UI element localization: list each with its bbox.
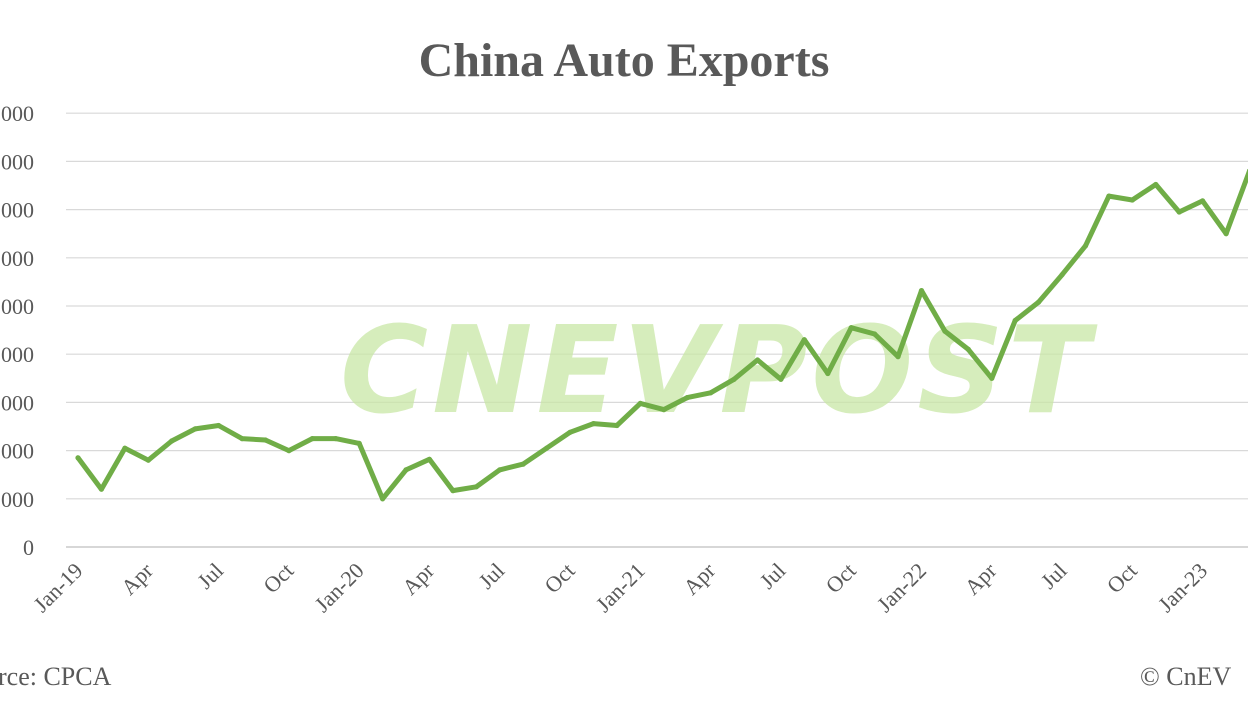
data-point xyxy=(872,331,878,337)
x-tick-label: Jul xyxy=(1036,558,1072,594)
data-point xyxy=(1059,272,1065,278)
data-point xyxy=(262,437,268,443)
y-tick-label: 000 xyxy=(1,198,34,223)
y-tick-label: 000 xyxy=(1,101,34,126)
data-point xyxy=(75,455,81,461)
data-point xyxy=(1012,317,1018,324)
data-point xyxy=(567,429,573,435)
data-point xyxy=(965,346,971,352)
data-point xyxy=(544,445,550,451)
data-point xyxy=(333,436,339,442)
data-point xyxy=(426,456,432,462)
data-point xyxy=(403,467,409,473)
data-point xyxy=(520,461,526,467)
data-point xyxy=(778,376,784,382)
data-point xyxy=(895,354,901,360)
x-tick-label: Apr xyxy=(116,557,158,599)
data-point xyxy=(731,376,737,382)
x-tick-label: Oct xyxy=(1102,558,1142,598)
data-point xyxy=(192,426,198,432)
y-tick-label: 0 xyxy=(23,535,34,560)
y-tick-label: 000 xyxy=(1,246,34,271)
data-point xyxy=(848,325,854,331)
data-point xyxy=(1223,231,1229,237)
x-tick-label: Jan-23 xyxy=(1153,558,1212,617)
data-point xyxy=(497,467,503,473)
data-point xyxy=(450,488,456,494)
data-point xyxy=(1129,197,1135,203)
y-tick-label: 000 xyxy=(1,439,34,464)
source-note: rce: CPCA xyxy=(0,662,112,691)
data-point xyxy=(614,422,620,429)
x-tick-label: Jul xyxy=(755,558,791,594)
data-point xyxy=(801,337,807,343)
data-point xyxy=(380,496,386,502)
x-tick-label: Jan-20 xyxy=(310,558,369,617)
data-point xyxy=(216,422,222,429)
x-tick-label: Jan-22 xyxy=(872,558,931,617)
data-point xyxy=(356,440,362,446)
x-tick-label: Oct xyxy=(821,558,861,598)
y-tick-label: 000 xyxy=(1,342,34,367)
data-point xyxy=(754,357,761,363)
data-point xyxy=(825,370,831,377)
data-point xyxy=(1153,181,1159,188)
gridlines xyxy=(66,112,1248,548)
y-tick-label: 000 xyxy=(1,487,34,512)
data-point xyxy=(145,457,151,463)
x-axis-ticks: Jan-19 Apr Jul Oct Jan-20 Apr Jul Oct Jan-21 Apr J… xyxy=(28,557,1212,617)
data-point xyxy=(661,407,667,413)
x-tick-label: Apr xyxy=(397,557,439,599)
data-point xyxy=(1106,193,1112,199)
y-tick-label: 000 xyxy=(1,149,34,174)
x-tick-label: Apr xyxy=(678,557,720,599)
data-point xyxy=(98,486,104,492)
data-point xyxy=(169,438,175,444)
data-point xyxy=(239,436,245,442)
x-tick-label: Jan-21 xyxy=(591,558,650,617)
data-point xyxy=(286,448,292,454)
data-point xyxy=(918,288,925,294)
y-tick-label: 000 xyxy=(1,294,34,319)
x-tick-label: Apr xyxy=(959,557,1001,599)
x-tick-label: Jul xyxy=(192,558,228,594)
data-point xyxy=(1200,198,1206,204)
data-point xyxy=(1176,209,1182,215)
data-point xyxy=(708,390,714,396)
data-point xyxy=(637,400,643,406)
x-tick-label: Jan-19 xyxy=(28,558,87,617)
data-point xyxy=(122,445,128,451)
data-point xyxy=(684,395,690,401)
x-tick-label: Jul xyxy=(473,558,509,594)
copyright-note: © CnEV xyxy=(1140,662,1231,691)
data-point xyxy=(989,375,995,381)
data-point xyxy=(473,484,479,490)
x-tick-label: Oct xyxy=(258,558,298,598)
data-point xyxy=(309,436,315,442)
data-point xyxy=(1036,299,1042,305)
chart-title: China Auto Exports xyxy=(419,34,830,87)
series-layer xyxy=(75,168,1248,502)
watermark-logo: CNEVPOST xyxy=(340,302,1098,441)
data-point xyxy=(942,328,948,334)
y-tick-label: 000 xyxy=(1,390,34,415)
data-point xyxy=(590,421,597,427)
data-point xyxy=(1082,243,1089,249)
x-tick-label: Oct xyxy=(539,558,579,598)
